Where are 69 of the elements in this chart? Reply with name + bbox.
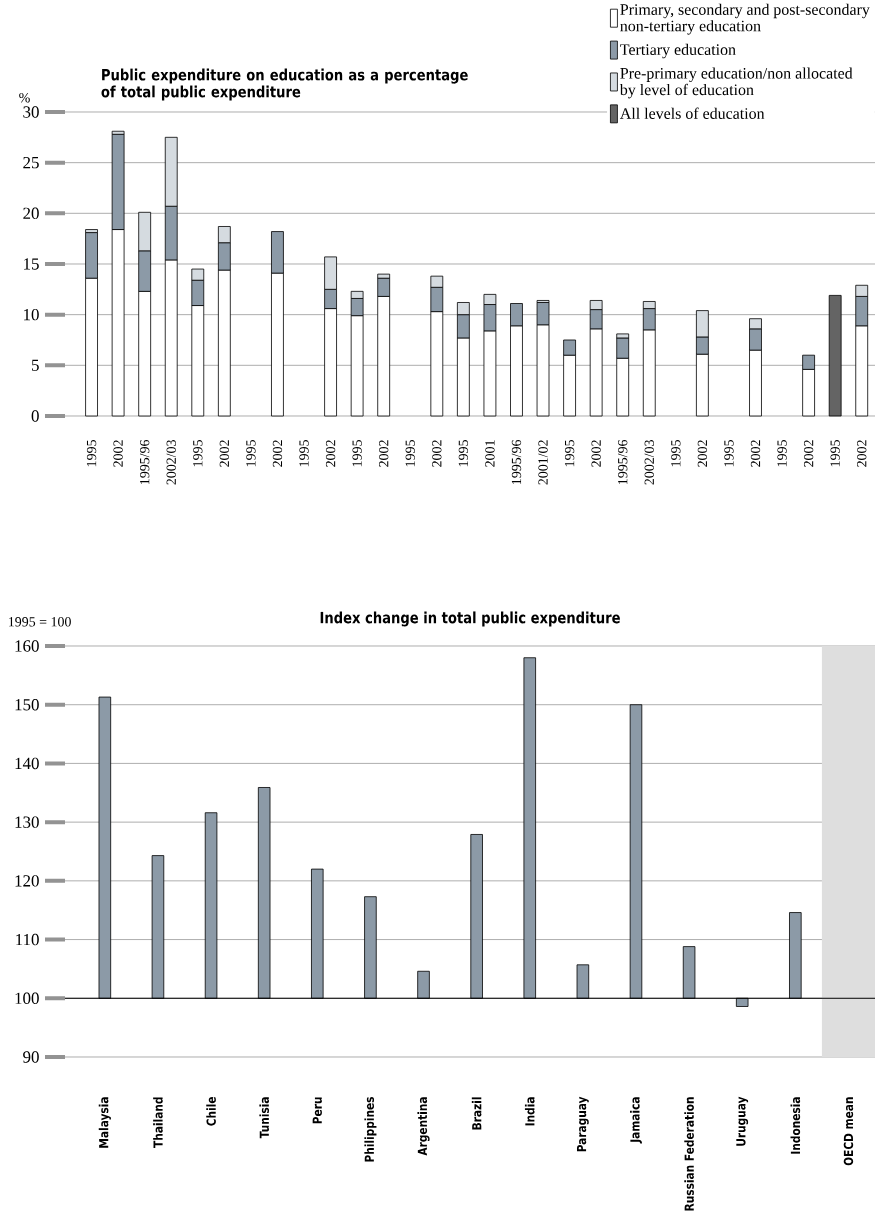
x-tick-label: 1995 [671, 440, 681, 467]
legend-label: All levels of education [619, 107, 765, 119]
x-tick-label: 1995 [458, 440, 469, 467]
x-tick-label: 2002 [750, 440, 761, 467]
legend-label: Primary, secondary and post-secondary non-tertiary education [620, 3, 870, 35]
y-tick-label: 130 [15, 816, 39, 828]
x-tick-label: 2002/03 [644, 440, 654, 485]
x-tick-label: 2002 [857, 440, 867, 467]
y-tick-label: 30 [23, 106, 39, 118]
x-tick-label: 1995 [299, 440, 309, 467]
x-tick-label: 1995 [352, 440, 362, 467]
y-tick-label: 140 [15, 757, 39, 770]
x-tick-label: Argentina [417, 1097, 430, 1156]
y-tick-label: 110 [16, 933, 39, 946]
y-axis-title: % [19, 93, 30, 103]
y-tick-label: 90 [23, 1051, 39, 1063]
x-tick-label: 1995 [564, 440, 575, 467]
x-tick-label: 1995 [193, 440, 203, 467]
x-tick-label: Chile [206, 1097, 216, 1126]
x-tick-label: 2002 [272, 440, 283, 467]
x-tick-label: 2002 [803, 440, 814, 467]
x-tick-label: Tunisia [259, 1097, 269, 1139]
x-tick-label: Thailand [153, 1097, 163, 1148]
x-tick-label: OECD mean [843, 1097, 854, 1166]
legend-label: Pre-primary education/non allocated by level of education [619, 67, 853, 99]
x-tick-label: 1995 [777, 440, 787, 467]
y-tick-label: 150 [15, 698, 39, 711]
x-tick-label: 2002 [113, 440, 123, 467]
x-tick-label: Philippines [364, 1097, 377, 1162]
x-tick-label: 2001 [485, 440, 495, 467]
y-tick-label: 5 [31, 359, 39, 371]
x-tick-label: Russian Federation [684, 1097, 694, 1211]
x-tick-label: 1995 [405, 440, 415, 467]
y-tick-label: 0 [31, 410, 39, 422]
x-tick-label: 2002/03 [166, 440, 176, 485]
x-tick-label: 2001/02 [538, 440, 548, 485]
y-tick-label: 120 [15, 875, 39, 887]
x-tick-label: 1995 [246, 440, 256, 467]
x-tick-label: Indonesia [790, 1097, 801, 1154]
y-tick-label: 20 [23, 207, 39, 220]
x-tick-label: Malaysia [98, 1097, 111, 1148]
x-tick-label: Uruguay [736, 1096, 749, 1146]
x-tick-label: Paraguay [576, 1096, 589, 1152]
chart-title: Public expenditure on education as a percentage of total public expenditure [101, 68, 468, 101]
y-tick-label: 10 [24, 308, 39, 321]
x-tick-label: 1995 [86, 440, 97, 467]
x-tick-label: 1995 [830, 440, 840, 467]
legend-label: Tertiary education [620, 43, 736, 59]
x-tick-label: India [524, 1097, 535, 1126]
x-tick-label: 1995/96 [511, 439, 522, 485]
x-tick-label: 2002 [432, 440, 442, 467]
x-tick-label: Brazil [471, 1097, 482, 1130]
y-tick-label: 15 [24, 258, 39, 270]
x-tick-label: 1995 [724, 440, 734, 467]
y-axis-title: 1995 = 100 [8, 617, 71, 627]
x-tick-label: 2002 [219, 440, 230, 467]
y-tick-label: 160 [15, 640, 39, 652]
x-tick-label: 2002 [325, 440, 336, 467]
x-tick-label: 2002 [378, 440, 389, 467]
x-tick-label: 1995/96 [139, 439, 150, 485]
x-tick-label: Peru [312, 1097, 322, 1124]
y-tick-label: 100 [15, 992, 39, 1004]
x-tick-label: Jamaica [630, 1097, 642, 1144]
bar [828, 295, 842, 417]
chart-title: Index change in total public expenditure [320, 611, 620, 627]
x-tick-label: 2002 [697, 440, 708, 467]
x-tick-label: 2002 [591, 440, 601, 467]
x-tick-label: 1995/96 [618, 439, 628, 485]
y-tick-label: 25 [23, 156, 39, 169]
